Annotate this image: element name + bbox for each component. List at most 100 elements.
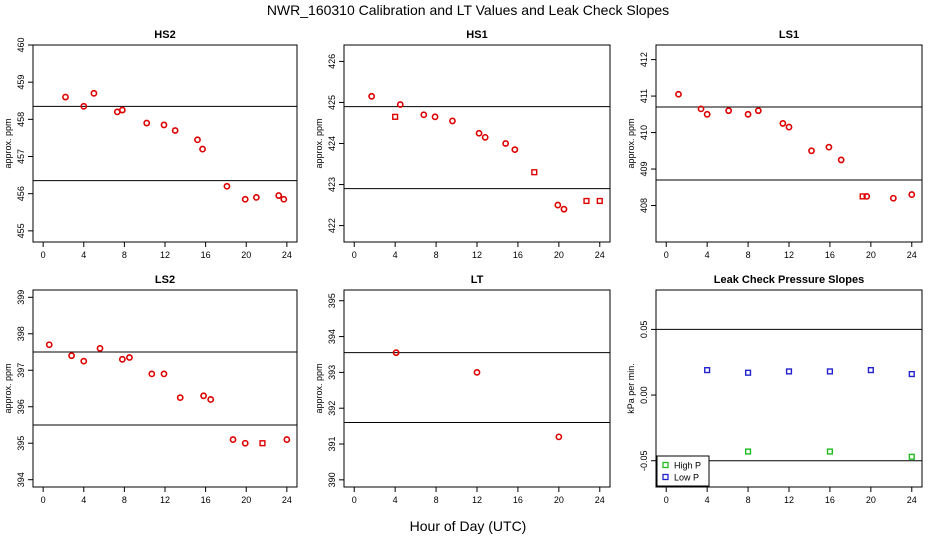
x-tick-label: 0 xyxy=(664,495,669,505)
data-point xyxy=(744,448,752,455)
data-point xyxy=(554,201,562,209)
data-point xyxy=(596,197,603,205)
x-tick-label: 20 xyxy=(241,250,251,260)
x-tick-label: 0 xyxy=(41,250,46,260)
data-point xyxy=(431,113,439,121)
data-point xyxy=(779,120,787,127)
data-point xyxy=(275,192,283,199)
y-axis-label: approx. ppm xyxy=(3,118,13,168)
chart-panel-5: LT 0 4 8 12 16 20 24 390 391 392 393 394 395 approx. p… xyxy=(314,274,611,505)
data-point xyxy=(160,370,168,378)
data-point xyxy=(80,357,88,365)
data-point xyxy=(908,191,916,198)
y-tick-label: 459 xyxy=(16,75,26,90)
data-point xyxy=(859,193,866,200)
y-axis-label: kPa per min. xyxy=(626,363,636,414)
x-tick-label: 24 xyxy=(282,495,292,505)
data-point xyxy=(826,368,834,375)
data-point xyxy=(396,101,404,108)
y-tick-label: 0.05 xyxy=(639,321,649,339)
y-tick-label: 425 xyxy=(327,95,337,110)
legend-marker xyxy=(662,461,669,469)
data-point xyxy=(171,127,179,134)
data-point xyxy=(194,136,201,144)
x-tick-label: 16 xyxy=(201,495,211,505)
data-point xyxy=(200,392,207,400)
panel-title: HS1 xyxy=(466,29,487,41)
data-point xyxy=(62,93,69,101)
x-tick-label: 16 xyxy=(825,495,835,505)
chart-panel-1: HS2 0 4 8 12 16 20 24 455 456 457 458 459 460 approx. … xyxy=(3,29,298,260)
data-point xyxy=(223,182,231,190)
x-tick-label: 8 xyxy=(434,250,439,260)
x-tick-label: 24 xyxy=(595,495,605,505)
plot-frame xyxy=(343,44,611,243)
y-tick-label: 422 xyxy=(327,218,337,233)
data-point xyxy=(785,123,793,131)
x-tick-label: 16 xyxy=(825,250,835,260)
y-tick-label: 395 xyxy=(327,293,337,308)
legend: High P Low P xyxy=(656,455,710,487)
x-tick-label: 12 xyxy=(160,250,170,260)
panel-title: HS2 xyxy=(154,29,175,41)
data-point xyxy=(143,119,151,127)
y-tick-label: 426 xyxy=(327,54,337,69)
data-point xyxy=(908,370,915,378)
panel-title: LS2 xyxy=(155,274,175,286)
y-axis-label: approx. ppm xyxy=(3,363,13,413)
panel-title: LS1 xyxy=(779,29,799,41)
y-tick-label: 408 xyxy=(639,198,649,213)
x-tick-label: 4 xyxy=(81,495,86,505)
y-tick-label: 455 xyxy=(16,223,26,238)
x-tick-label: 24 xyxy=(282,250,292,260)
x-tick-label: 24 xyxy=(595,250,605,260)
data-point xyxy=(199,145,206,153)
y-tick-label: 395 xyxy=(16,436,26,451)
x-tick-label: 20 xyxy=(554,250,564,260)
y-tick-label: 398 xyxy=(16,326,26,341)
data-point xyxy=(392,113,399,120)
data-point xyxy=(241,439,249,447)
data-point xyxy=(481,133,489,141)
data-point xyxy=(675,90,682,98)
y-tick-label: 460 xyxy=(16,37,26,52)
plot-frame xyxy=(32,289,298,488)
data-point xyxy=(908,453,915,460)
y-tick-label: 397 xyxy=(16,363,26,378)
x-tick-label: 0 xyxy=(352,495,357,505)
y-tick-label: 410 xyxy=(639,125,649,140)
data-point xyxy=(825,143,833,151)
data-point xyxy=(697,105,705,113)
plot-frame xyxy=(32,44,298,243)
y-tick-label: 390 xyxy=(327,472,337,487)
x-tick-label: 4 xyxy=(705,495,710,505)
plot-frame xyxy=(655,44,923,243)
data-point xyxy=(420,111,428,119)
data-point xyxy=(118,106,126,114)
chart-panel-2: HS1 0 4 8 12 16 20 24 422 423 424 425 426 approx. ppm xyxy=(314,29,611,260)
x-tick-label: 12 xyxy=(472,495,482,505)
x-tick-label: 16 xyxy=(513,495,523,505)
y-tick-label: -0.05 xyxy=(639,450,649,471)
data-point xyxy=(808,147,815,155)
x-tick-label: 20 xyxy=(554,495,564,505)
x-tick-label: 0 xyxy=(664,250,669,260)
data-point xyxy=(259,440,266,447)
data-point xyxy=(725,107,733,115)
data-point xyxy=(252,193,260,201)
data-point xyxy=(473,368,481,376)
data-point xyxy=(511,146,519,154)
x-tick-label: 8 xyxy=(122,250,127,260)
y-tick-label: 424 xyxy=(327,136,337,151)
x-tick-label: 20 xyxy=(866,495,876,505)
x-tick-label: 16 xyxy=(513,250,523,260)
data-point xyxy=(703,110,711,118)
x-axis-title: Hour of Day (UTC) xyxy=(409,518,527,534)
x-tick-label: 24 xyxy=(907,495,917,505)
y-tick-label: 458 xyxy=(16,112,26,127)
plot-frame xyxy=(343,289,611,488)
data-point xyxy=(867,367,874,374)
x-tick-label: 4 xyxy=(393,495,398,505)
data-point xyxy=(241,195,249,203)
